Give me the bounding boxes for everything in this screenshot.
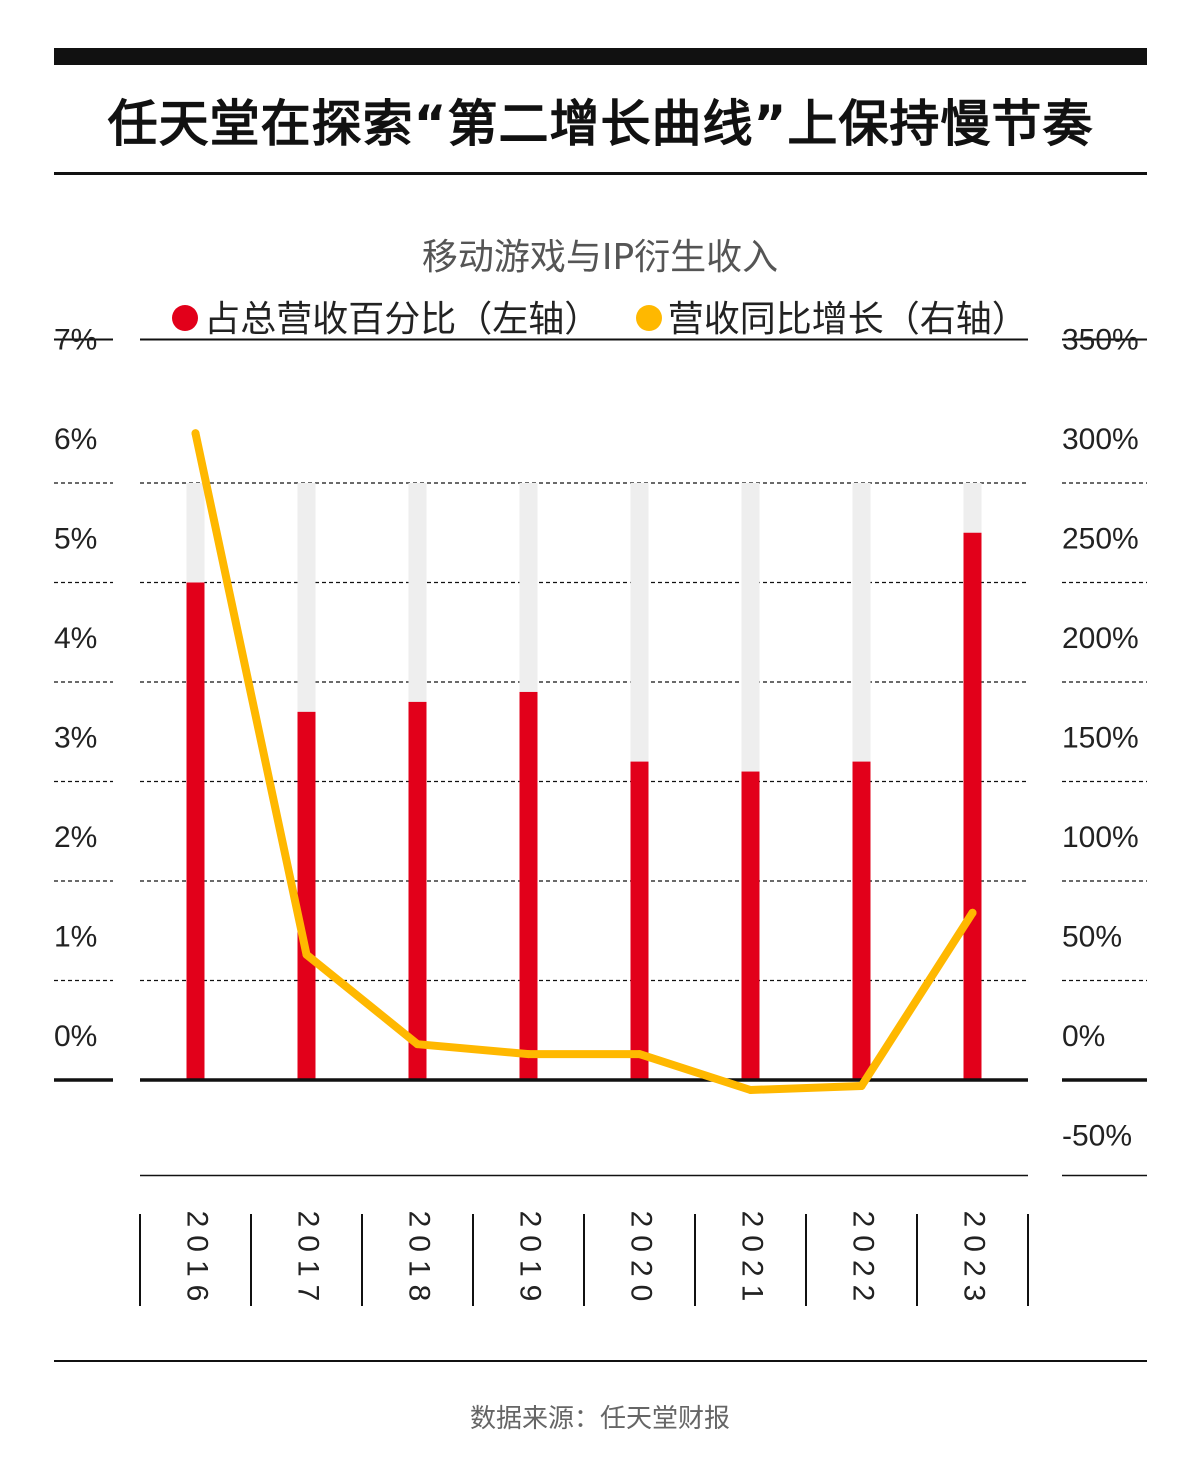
legend-label-share: 占总营收百分比（左轴）: [204, 299, 601, 340]
legend-dot-red: [172, 305, 199, 331]
bar-2018: [408, 701, 427, 1080]
bottom-rule: [54, 1360, 1147, 1362]
page-title: 任天堂在探索“第二增长曲线”上保持慢节奏: [107, 95, 1094, 153]
growth-point-2019: [524, 1050, 533, 1059]
right-tick-label: 350%: [1062, 323, 1139, 356]
growth-point-2017: [302, 950, 311, 959]
right-tick-label: -50%: [1062, 1119, 1132, 1152]
growth-point-2023: [968, 908, 977, 917]
left-tick-label: 2%: [54, 821, 97, 854]
growth-point-2020: [635, 1050, 644, 1059]
right-tick-label: 100%: [1062, 821, 1139, 854]
growth-line: [191, 429, 977, 1094]
x-tick-label: 2023: [958, 1211, 991, 1310]
source-note: 数据来源：任天堂财报: [469, 1404, 730, 1434]
right-tick-label: 0%: [1062, 1020, 1105, 1053]
left-tick-label: 3%: [54, 721, 97, 754]
left-tick-label: 1%: [54, 920, 97, 953]
right-tick-label: 50%: [1062, 920, 1122, 953]
right-tick-label: 300%: [1062, 423, 1139, 456]
bar-2021: [741, 771, 760, 1080]
bar-2019: [519, 691, 538, 1080]
right-tick-label: 200%: [1062, 622, 1139, 655]
x-tick-label: 2016: [181, 1211, 214, 1310]
title-rule: [54, 172, 1147, 175]
legend-label-growth: 营收同比增长（右轴）: [667, 299, 1028, 340]
growth-point-2022: [857, 1081, 866, 1090]
x-tick-label: 2019: [514, 1211, 547, 1310]
bar-2016: [186, 582, 205, 1080]
growth-point-2016: [191, 429, 200, 438]
bar-2023: [963, 532, 982, 1080]
right-tick-label: 250%: [1062, 522, 1139, 555]
growth-point-2018: [413, 1040, 422, 1049]
x-tick-label: 2022: [847, 1211, 880, 1310]
left-tick-label: 5%: [54, 522, 97, 555]
bar-2020: [630, 761, 649, 1080]
right-tick-label: 150%: [1062, 721, 1139, 754]
growth-point-2021: [746, 1085, 755, 1094]
chart-title: 移动游戏与IP衍生收入: [421, 237, 779, 278]
left-tick-label: 4%: [54, 622, 97, 655]
top-rule: [54, 48, 1147, 65]
bar-2017: [297, 711, 316, 1080]
bar-2022: [852, 761, 871, 1080]
x-tick-label: 2020: [625, 1211, 658, 1310]
x-tick-label: 2018: [403, 1211, 436, 1310]
legend: 占总营收百分比（左轴） 营收同比增长（右轴）: [0, 290, 1200, 342]
left-tick-label: 6%: [54, 423, 97, 456]
legend-item-growth: 营收同比增长（右轴）: [635, 290, 1028, 342]
left-tick-label: 7%: [54, 323, 97, 356]
x-tick-label: 2021: [736, 1211, 769, 1310]
left-tick-label: 0%: [54, 1020, 97, 1053]
x-tick-label: 2017: [292, 1211, 325, 1310]
legend-item-share: 占总营收百分比（左轴）: [172, 290, 600, 342]
legend-dot-yellow: [635, 305, 662, 331]
